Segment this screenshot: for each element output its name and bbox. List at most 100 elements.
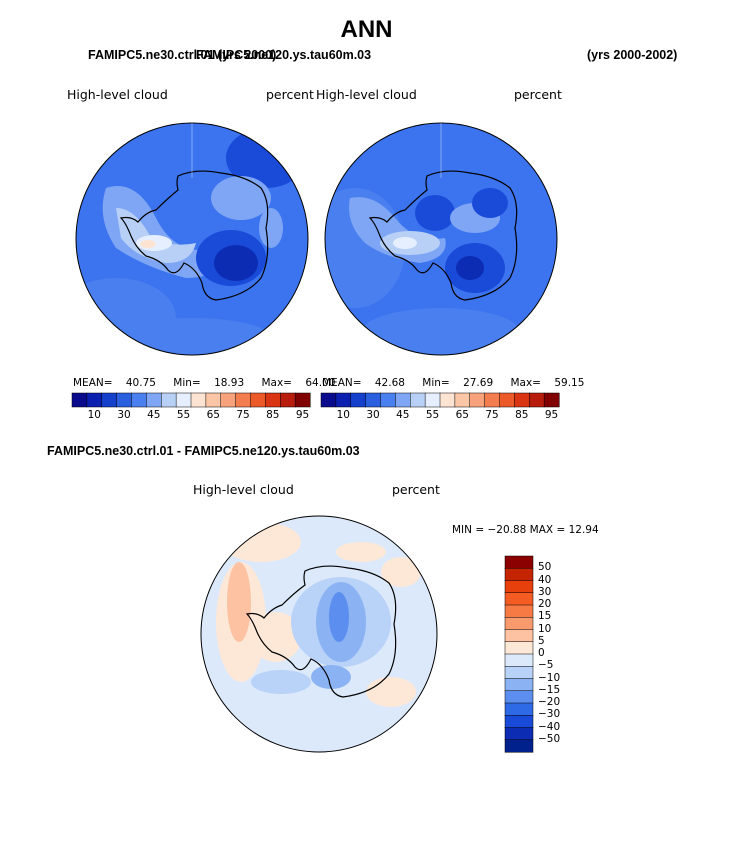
map-field-region	[116, 208, 196, 263]
panel2-polar-map	[324, 122, 558, 356]
colorbar-swatch	[514, 392, 530, 408]
panel2-stats: MEAN= 42.68 Min= 27.69 Max= 59.15	[322, 377, 584, 389]
diff-minmax-text: MIN = −20.88 MAX = 12.94	[452, 524, 599, 536]
colorbar-level-label: −15	[538, 683, 561, 696]
colorbar-swatch	[380, 392, 396, 408]
colorbar-tick-label: 95	[295, 409, 310, 421]
colorbar-tick-label: 65	[206, 409, 220, 421]
panel2-units-label: percent	[514, 87, 562, 102]
colorbar-swatch	[529, 392, 545, 408]
colorbar-swatch	[424, 392, 441, 408]
map-border	[200, 515, 438, 753]
colorbar-swatch	[146, 392, 162, 408]
colorbar-tick-label: 10	[87, 409, 101, 421]
panel1-mean-label: MEAN=	[73, 377, 113, 389]
antarctica-coastline	[245, 565, 397, 698]
map-field-region	[393, 237, 417, 249]
map-field-region	[415, 195, 455, 231]
colorbar-swatch	[454, 392, 471, 408]
panel1-min-value: 18.93	[214, 377, 245, 389]
map-field-region	[456, 256, 484, 280]
colorbar-swatch	[350, 392, 367, 408]
panel1-polar-map	[75, 122, 309, 356]
case1-label: FAMIPC5.ne30.ctrl.01 (yrs 2000)	[88, 48, 277, 62]
colorbar-swatch	[365, 392, 382, 408]
diff-variable-label: High-level cloud	[193, 482, 294, 497]
colorbar-level-label: 40	[538, 573, 552, 586]
colorbar-tick-label: 45	[396, 409, 410, 421]
colorbar-swatch	[395, 392, 411, 408]
colorbar-swatch	[280, 392, 296, 408]
colorbar-tick-label: 55	[425, 409, 440, 421]
colorbar-level-label: −50	[538, 732, 561, 745]
colorbar-swatch	[71, 392, 88, 408]
colorbar-tick-label: 10	[336, 409, 350, 421]
colorbar-level-label: 50	[538, 561, 552, 574]
colorbar-level-label: 0	[538, 647, 545, 659]
panel1-units-label: percent	[266, 87, 314, 102]
colorbar-swatch	[504, 653, 534, 667]
colorbar-swatch	[131, 392, 147, 408]
colorbar-level-label: 15	[538, 610, 552, 623]
map-field-region	[221, 522, 301, 562]
colorbar-swatch	[469, 392, 486, 408]
colorbar-tick-label: 85	[266, 409, 280, 421]
panel2-max-value: 59.15	[554, 377, 585, 389]
panel1-variable-label: High-level cloud	[67, 87, 168, 102]
panel2-colorbar	[320, 392, 560, 408]
colorbar-swatch	[504, 592, 534, 606]
panel2-mean-label: MEAN=	[322, 377, 362, 389]
colorbar-level-label: 30	[538, 585, 552, 598]
colorbar-level-label: −20	[538, 696, 561, 708]
colorbar-swatch	[101, 392, 118, 408]
colorbar-swatch	[543, 392, 560, 408]
colorbar-swatch	[294, 392, 311, 408]
panel2-colorbar-ticks: 10 30 45 55 65 75 85 95	[321, 409, 559, 423]
map-field-region	[329, 592, 349, 642]
panel1-max-value: 64.00	[305, 377, 336, 389]
colorbar-swatch	[161, 392, 177, 408]
colorbar-swatch	[439, 392, 456, 408]
panel2-max-label: Max=	[510, 377, 541, 389]
colorbar-tick-label: 65	[455, 409, 469, 421]
colorbar-swatch	[410, 392, 426, 408]
colorbar-swatch	[235, 392, 252, 408]
colorbar-swatch	[504, 555, 534, 569]
panel1-colorbar-ticks: 10 30 45 55 65 75 85 95	[72, 409, 310, 423]
colorbar-swatch	[504, 568, 534, 582]
map-field-region	[251, 612, 301, 662]
figure-title: ANN	[340, 16, 393, 43]
colorbar-level-label: −5	[538, 659, 554, 672]
colorbar-level-label: −10	[538, 671, 561, 684]
panel1-stats: MEAN= 40.75 Min= 18.93 Max= 64.00	[73, 377, 335, 389]
colorbar-swatch	[220, 392, 237, 408]
colorbar-swatch	[504, 690, 534, 704]
colorbar-tick-label: 30	[366, 409, 380, 421]
map-field-region	[227, 562, 251, 642]
map-field-region	[336, 542, 386, 562]
diff-polar-map	[200, 515, 438, 753]
colorbar-swatch	[504, 580, 534, 594]
colorbar-swatch	[504, 678, 534, 692]
colorbar-level-label: −30	[538, 708, 561, 721]
colorbar-swatch	[504, 666, 534, 680]
years-label: (yrs 2000-2002)	[587, 48, 678, 62]
panel1-min-label: Min=	[173, 377, 201, 389]
diff-colorbar	[504, 555, 534, 753]
colorbar-level-label: 10	[538, 622, 552, 635]
map-field-region	[259, 208, 283, 248]
colorbar-tick-label: 55	[176, 409, 191, 421]
colorbar-swatch	[504, 727, 534, 741]
colorbar-swatch	[320, 392, 337, 408]
diff-units-label: percent	[392, 482, 440, 497]
colorbar-swatch	[190, 392, 207, 408]
colorbar-swatch	[175, 392, 192, 408]
map-field-region	[366, 677, 416, 707]
colorbar-level-label: 5	[538, 634, 545, 647]
colorbar-swatch	[504, 629, 534, 643]
map-field-region	[214, 245, 258, 281]
colorbar-swatch	[499, 392, 515, 408]
panel1-colorbar	[71, 392, 311, 408]
map-field-region	[361, 308, 521, 355]
colorbar-swatch	[504, 739, 534, 753]
